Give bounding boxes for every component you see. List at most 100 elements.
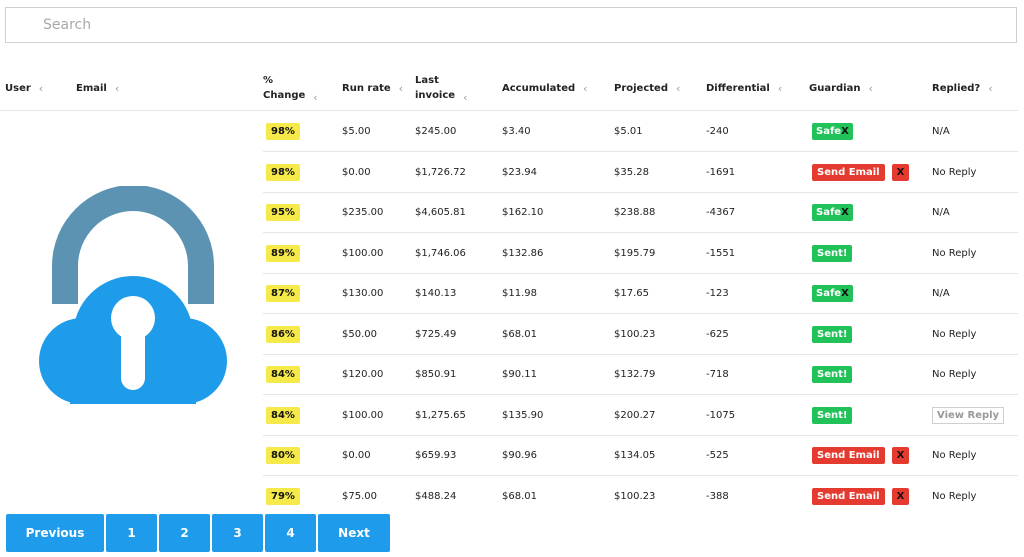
guardian-safe-x[interactable]: X [841, 125, 849, 137]
send-email-button[interactable]: Send Email [812, 487, 885, 505]
accumulated-cell: $3.40 [502, 125, 531, 137]
last-invoice-cell: $1,275.65 [415, 409, 466, 421]
accumulated-cell: $162.10 [502, 206, 544, 218]
pct-change-cell: 84% [266, 354, 300, 394]
replied-cell: No Reply [932, 233, 976, 273]
sort-chevron-icon[interactable]: ‹ [398, 81, 404, 95]
row-divider [263, 151, 1018, 152]
guardian-sent-badge: Sent! [812, 365, 853, 383]
col-header-user[interactable]: User ‹ [5, 68, 43, 108]
col-header-replied[interactable]: Replied? ‹ [932, 68, 993, 108]
table-row: 79% $75.00 $488.24 $68.01 $100.23 -388 Send Em… [0, 476, 1018, 516]
accumulated-cell: $90.11 [502, 368, 537, 380]
projected-cell: $195.79 [614, 247, 656, 259]
guardian-safe-badge[interactable]: SafeX [812, 203, 853, 221]
col-header-guardian[interactable]: Guardian ‹ [809, 68, 873, 108]
differential-cell: -4367 [706, 206, 736, 218]
pagination: Previous 1 2 3 4 Next [6, 514, 392, 552]
replied-status: N/A [932, 287, 950, 299]
next-button[interactable]: Next [318, 514, 390, 552]
replied-status: No Reply [932, 490, 977, 502]
col-header-differential[interactable]: Differential ‹ [706, 68, 782, 108]
sort-chevron-icon[interactable]: ‹ [868, 81, 873, 95]
page-2-button[interactable]: 2 [159, 514, 210, 552]
pct-change-badge: 79% [266, 487, 300, 505]
sort-chevron-icon[interactable]: ‹ [114, 81, 120, 95]
guardian-safe-badge[interactable]: SafeX [812, 122, 853, 140]
table-row: 89% $100.00 $1,746.06 $132.86 $195.79 -1551 Se… [0, 233, 1018, 273]
dismiss-button[interactable]: X [891, 487, 910, 505]
sort-chevron-icon[interactable]: ‹ [777, 81, 783, 95]
previous-button[interactable]: Previous [6, 514, 104, 552]
page-1-button[interactable]: 1 [106, 514, 157, 552]
guardian-cell: Send Email X [812, 152, 910, 192]
differential-cell: -1075 [706, 409, 736, 421]
view-reply-button[interactable]: View Reply [932, 406, 1005, 424]
last-invoice-cell: $140.13 [415, 287, 457, 299]
guardian-sent-badge: Sent! [812, 244, 853, 262]
dismiss-button[interactable]: X [891, 446, 910, 464]
differential-cell: -625 [706, 328, 729, 340]
sort-chevron-icon[interactable]: ‹ [676, 81, 681, 95]
col-header-run-rate-label: Run rate [342, 82, 391, 94]
projected-cell: $134.05 [614, 449, 656, 461]
differential-cell: -718 [706, 368, 729, 380]
sort-chevron-icon[interactable]: ‹ [38, 81, 44, 95]
table-row: 98% $0.00 $1,726.72 $23.94 $35.28 -1691 Send E… [0, 152, 1018, 192]
run-rate-cell: $0.00 [342, 166, 371, 178]
projected-cell: $5.01 [614, 125, 643, 137]
table-row: 86% $50.00 $725.49 $68.01 $100.23 -625 Sent! No… [0, 314, 1018, 354]
row-divider [263, 313, 1018, 314]
pct-change-cell: 86% [266, 314, 300, 354]
page-4-button[interactable]: 4 [265, 514, 316, 552]
guardian-cell: Sent! [812, 395, 853, 435]
last-invoice-cell: $850.91 [415, 368, 457, 380]
replied-cell: No Reply [932, 435, 976, 475]
send-email-button[interactable]: Send Email [812, 446, 885, 464]
accumulated-cell: $68.01 [502, 490, 537, 502]
last-invoice-cell: $659.93 [415, 449, 457, 461]
search-input[interactable] [6, 8, 1016, 42]
guardian-cell: Sent! [812, 314, 853, 354]
replied-cell: No Reply [932, 354, 976, 394]
guardian-safe-x[interactable]: X [841, 206, 849, 218]
col-header-accumulated[interactable]: Accumulated ‹ [502, 68, 588, 108]
guardian-cell: Send Email X [812, 435, 910, 475]
sort-chevron-icon[interactable]: ‹ [463, 91, 468, 104]
page-3-button[interactable]: 3 [212, 514, 263, 552]
differential-cell: -388 [706, 490, 729, 502]
projected-cell: $132.79 [614, 368, 656, 380]
pct-change-cell: 89% [266, 233, 300, 273]
table-row: 80% $0.00 $659.93 $90.96 $134.05 -525 Send Ema… [0, 435, 1018, 475]
send-email-button[interactable]: Send Email [812, 163, 885, 181]
replied-status: N/A [932, 206, 950, 218]
last-invoice-cell: $1,746.06 [415, 247, 466, 259]
col-header-projected[interactable]: Projected ‹ [614, 68, 680, 108]
header-line: Change [263, 90, 306, 101]
pct-change-cell: 87% [266, 273, 300, 313]
guardian-cell: SafeX [812, 273, 853, 313]
col-header-run-rate[interactable]: Run rate ‹ [342, 68, 403, 108]
run-rate-cell: $100.00 [342, 409, 384, 421]
col-header-last-invoice[interactable]: Last invoice ‹ [415, 68, 467, 108]
guardian-safe-badge[interactable]: SafeX [812, 284, 853, 302]
pct-change-cell: 98% [266, 152, 300, 192]
sort-chevron-icon[interactable]: ‹ [583, 81, 588, 95]
pct-change-badge: 87% [266, 284, 300, 302]
sort-chevron-icon[interactable]: ‹ [988, 81, 993, 95]
sort-chevron-icon[interactable]: ‹ [313, 91, 318, 104]
header-line: invoice [415, 90, 456, 101]
dismiss-button[interactable]: X [891, 163, 910, 181]
col-header-pct-change[interactable]: % Change ‹ [263, 68, 318, 108]
run-rate-cell: $100.00 [342, 247, 384, 259]
col-header-email[interactable]: Email ‹ [76, 68, 119, 108]
accumulated-cell: $135.90 [502, 409, 544, 421]
search-box[interactable] [5, 7, 1017, 43]
guardian-safe-x[interactable]: X [841, 287, 849, 299]
accumulated-cell: $90.96 [502, 449, 537, 461]
run-rate-cell: $0.00 [342, 449, 371, 461]
projected-cell: $238.88 [614, 206, 656, 218]
guardian-cell: Send Email X [812, 476, 910, 516]
replied-cell: N/A [932, 192, 950, 232]
row-divider [263, 192, 1018, 193]
